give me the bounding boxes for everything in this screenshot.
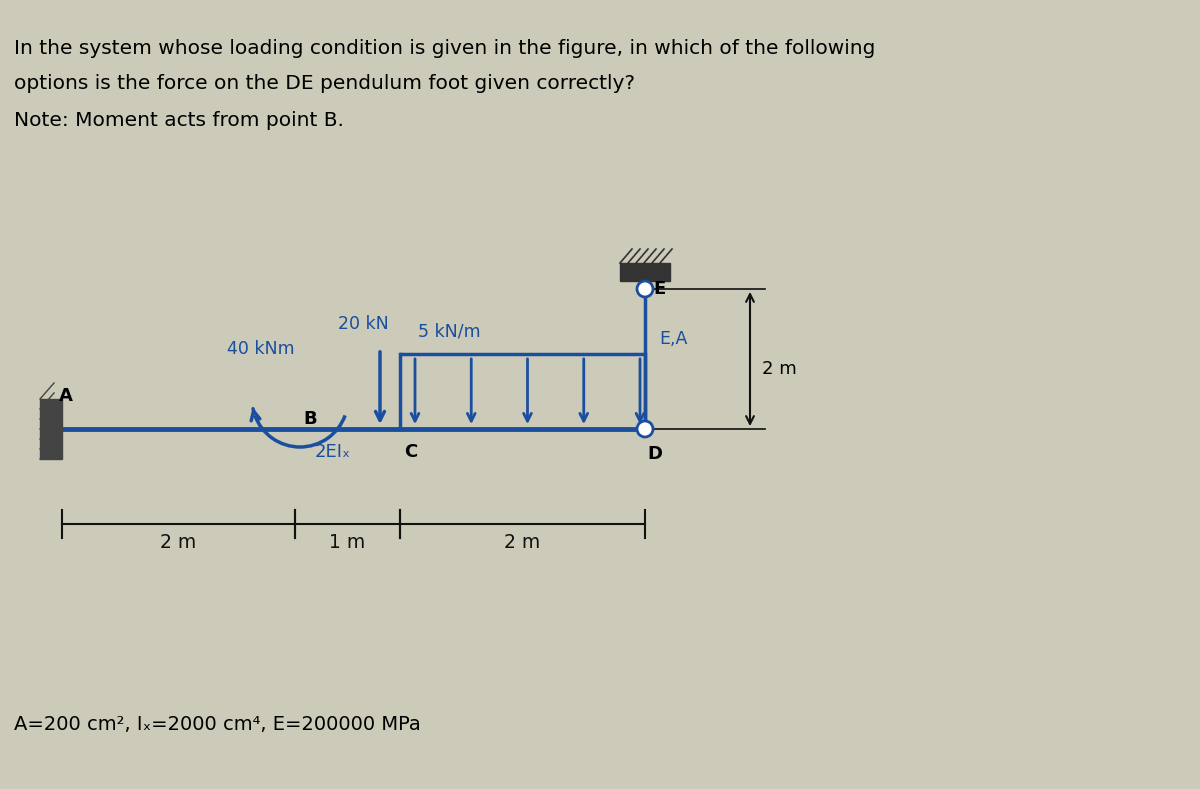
Circle shape: [637, 421, 653, 437]
Circle shape: [637, 281, 653, 297]
Text: A=200 cm², Iₓ=2000 cm⁴, E=200000 MPa: A=200 cm², Iₓ=2000 cm⁴, E=200000 MPa: [14, 715, 421, 734]
Text: 1 m: 1 m: [329, 533, 366, 552]
Text: 20 kN: 20 kN: [338, 315, 389, 333]
Text: C: C: [404, 443, 418, 461]
Text: D: D: [647, 445, 662, 463]
Text: A: A: [59, 387, 73, 405]
Text: Note: Moment acts from point B.: Note: Moment acts from point B.: [14, 111, 344, 130]
Text: 2 m: 2 m: [762, 360, 797, 378]
Text: 2 m: 2 m: [161, 533, 197, 552]
Text: B: B: [302, 410, 317, 428]
Text: options is the force on the DE pendulum foot given correctly?: options is the force on the DE pendulum …: [14, 74, 635, 93]
Text: 5 kN/m: 5 kN/m: [418, 322, 481, 340]
Text: 40 kNm: 40 kNm: [227, 340, 295, 358]
Text: E,A: E,A: [659, 330, 688, 348]
Bar: [620, 263, 670, 281]
Text: In the system whose loading condition is given in the figure, in which of the fo: In the system whose loading condition is…: [14, 39, 875, 58]
Text: 2 m: 2 m: [504, 533, 541, 552]
Bar: [40, 399, 62, 459]
Text: 2EIₓ: 2EIₓ: [314, 443, 352, 461]
Text: E: E: [653, 280, 665, 298]
